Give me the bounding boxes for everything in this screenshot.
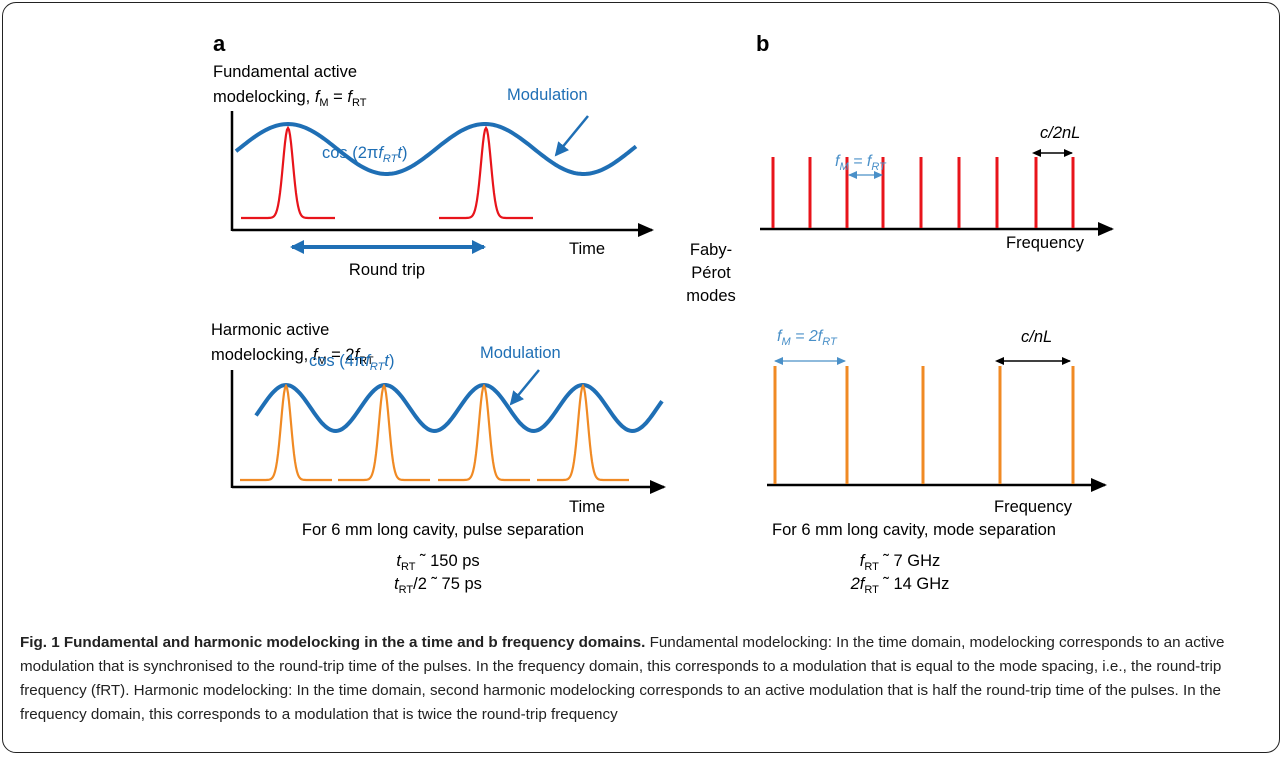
fundamental-modulation-wave	[234, 121, 638, 176]
harmonic-cos-label: cos (4πfRTt)	[309, 352, 394, 373]
round-trip-label: Round trip	[349, 261, 425, 279]
fundamental-title-line1: Fundamental active	[213, 63, 357, 81]
faby-perot-label-line1: Faby-	[690, 241, 732, 259]
harmonic-title-line2: modelocking, fM = 2fRT	[211, 346, 374, 367]
caption-body: Fundamental modelocking: In the time dom…	[20, 634, 1225, 723]
2fRT-value: 2fRT ˜ 14 GHz	[850, 575, 950, 596]
fundamental-modulation-arrow	[554, 115, 589, 157]
tRT-half-value: tRT/2 ˜ 75 ps	[394, 575, 482, 596]
harm-frequency-label: Frequency	[994, 498, 1073, 516]
harmonic-pulse-3	[438, 383, 530, 482]
harmonic-mode-comb	[773, 366, 1075, 484]
harmonic-pulse-4	[537, 383, 629, 482]
fRT-value: fRT ˜ 7 GHz	[860, 552, 941, 573]
figure-caption: Fig. 1 Fundamental and harmonic modelock…	[20, 631, 1265, 727]
harmonic-title-line1: Harmonic active	[211, 321, 329, 339]
pulse-separation-label: For 6 mm long cavity, pulse separation	[302, 521, 584, 539]
panel-b-label: b	[756, 31, 769, 56]
figure-diagram: a Fundamental active modelocking, fM = f…	[211, 31, 1114, 596]
harm-fm-spacing-label: fM = 2fRT	[777, 328, 838, 348]
caption-title: Fig. 1 Fundamental and harmonic modelock…	[20, 634, 646, 651]
fundamental-mode-comb	[771, 157, 1075, 228]
faby-perot-label-line3: modes	[686, 287, 736, 305]
fund-fm-spacing-label: fM = fRT	[835, 153, 887, 173]
fundamental-pulse-2	[439, 125, 533, 220]
harm-mode-spacing-label: c/nL	[1021, 328, 1052, 346]
fund-mode-spacing-label: c/2nL	[1040, 124, 1080, 142]
panel-a-label: a	[213, 31, 226, 56]
fundamental-title-line2: modelocking, fM = fRT	[213, 88, 367, 109]
harmonic-modulation-label: Modulation	[480, 344, 561, 362]
fundamental-modulation-label: Modulation	[507, 86, 588, 104]
harmonic-pulse-1	[240, 383, 332, 482]
fund-frequency-label: Frequency	[1006, 234, 1085, 252]
harmonic-pulse-2	[338, 383, 430, 482]
faby-perot-label-line2: Pérot	[691, 264, 731, 282]
mode-separation-label: For 6 mm long cavity, mode separation	[772, 521, 1056, 539]
fundamental-time-label: Time	[569, 240, 605, 258]
fundamental-pulse-1	[241, 125, 335, 220]
harmonic-time-label: Time	[569, 498, 605, 516]
harmonic-modulation-wave	[254, 382, 664, 434]
fundamental-cos-label: cos (2πfRTt)	[322, 144, 407, 165]
harmonic-modulation-arrow	[509, 369, 540, 406]
tRT-value: tRT ˜ 150 ps	[396, 552, 479, 573]
